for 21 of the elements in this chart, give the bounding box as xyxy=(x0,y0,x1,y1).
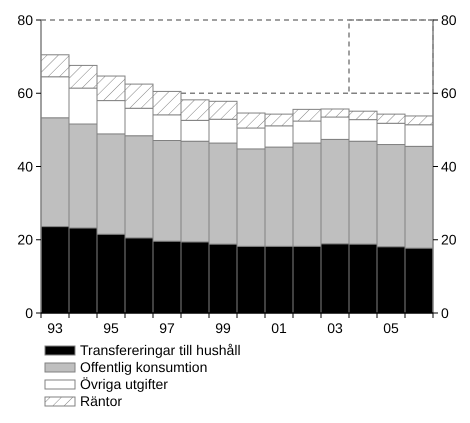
legend-label: Offentlig konsumtion xyxy=(80,359,208,375)
legend-label: Transfereringar till hushåll xyxy=(80,342,241,358)
x-tick-label: 99 xyxy=(215,320,231,336)
y2-tick-label: 0 xyxy=(441,304,449,321)
x-tick-label: 01 xyxy=(271,320,287,336)
x-tick-label: 97 xyxy=(159,320,175,336)
y2-tick-label: 20 xyxy=(441,232,457,248)
y2-tick-label: 80 xyxy=(441,12,457,28)
y-tick-label: 60 xyxy=(17,85,34,102)
legend-label: Övriga utgifter xyxy=(80,376,168,392)
legend-label: Räntor xyxy=(80,393,122,409)
x-tick-label: 05 xyxy=(383,320,399,336)
y2-tick-label: 60 xyxy=(441,85,457,102)
y2-tick-label: 40 xyxy=(441,158,457,174)
y-tick-label: 80 xyxy=(17,12,34,28)
y-tick-label: 0 xyxy=(25,304,34,321)
x-tick-label: 03 xyxy=(327,320,343,336)
x-tick-label: 95 xyxy=(103,320,119,336)
x-tick-label: 93 xyxy=(47,320,63,336)
y-tick-label: 20 xyxy=(17,232,34,248)
y-tick-label: 40 xyxy=(17,158,34,174)
